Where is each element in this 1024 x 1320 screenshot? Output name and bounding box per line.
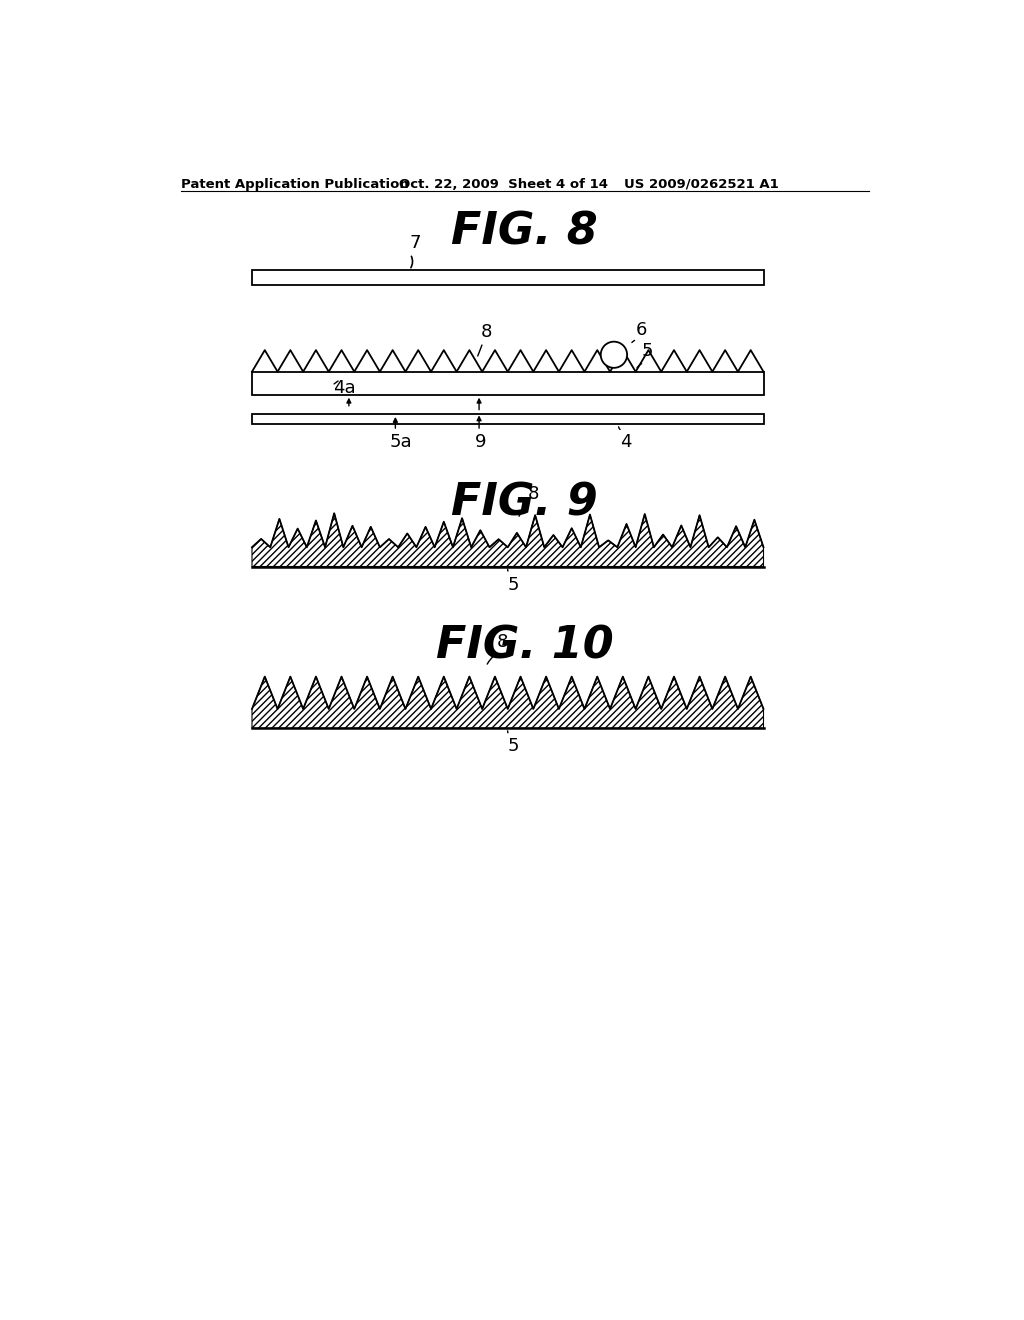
- Text: 7: 7: [410, 235, 421, 252]
- Text: 5: 5: [642, 342, 653, 360]
- Text: 6: 6: [636, 321, 647, 339]
- Text: US 2009/0262521 A1: US 2009/0262521 A1: [624, 178, 778, 190]
- Text: 8: 8: [497, 634, 508, 651]
- Bar: [252, 414, 764, 424]
- Text: FIG. 8: FIG. 8: [452, 211, 598, 253]
- Text: FIG. 10: FIG. 10: [436, 624, 613, 667]
- Text: 9: 9: [475, 433, 486, 451]
- Text: 8: 8: [528, 486, 540, 503]
- Text: FIG. 9: FIG. 9: [452, 482, 598, 525]
- Text: 8: 8: [480, 323, 492, 341]
- Text: 5a: 5a: [390, 433, 413, 451]
- Circle shape: [601, 342, 627, 368]
- Polygon shape: [252, 513, 764, 566]
- Polygon shape: [252, 677, 764, 729]
- Text: 4a: 4a: [334, 379, 356, 397]
- Text: Oct. 22, 2009  Sheet 4 of 14: Oct. 22, 2009 Sheet 4 of 14: [399, 178, 608, 190]
- Bar: [252, 271, 764, 285]
- Text: 4: 4: [621, 433, 632, 451]
- Text: 5: 5: [508, 738, 519, 755]
- Text: 5: 5: [508, 576, 519, 594]
- Bar: [252, 372, 764, 395]
- Text: Patent Application Publication: Patent Application Publication: [180, 178, 409, 190]
